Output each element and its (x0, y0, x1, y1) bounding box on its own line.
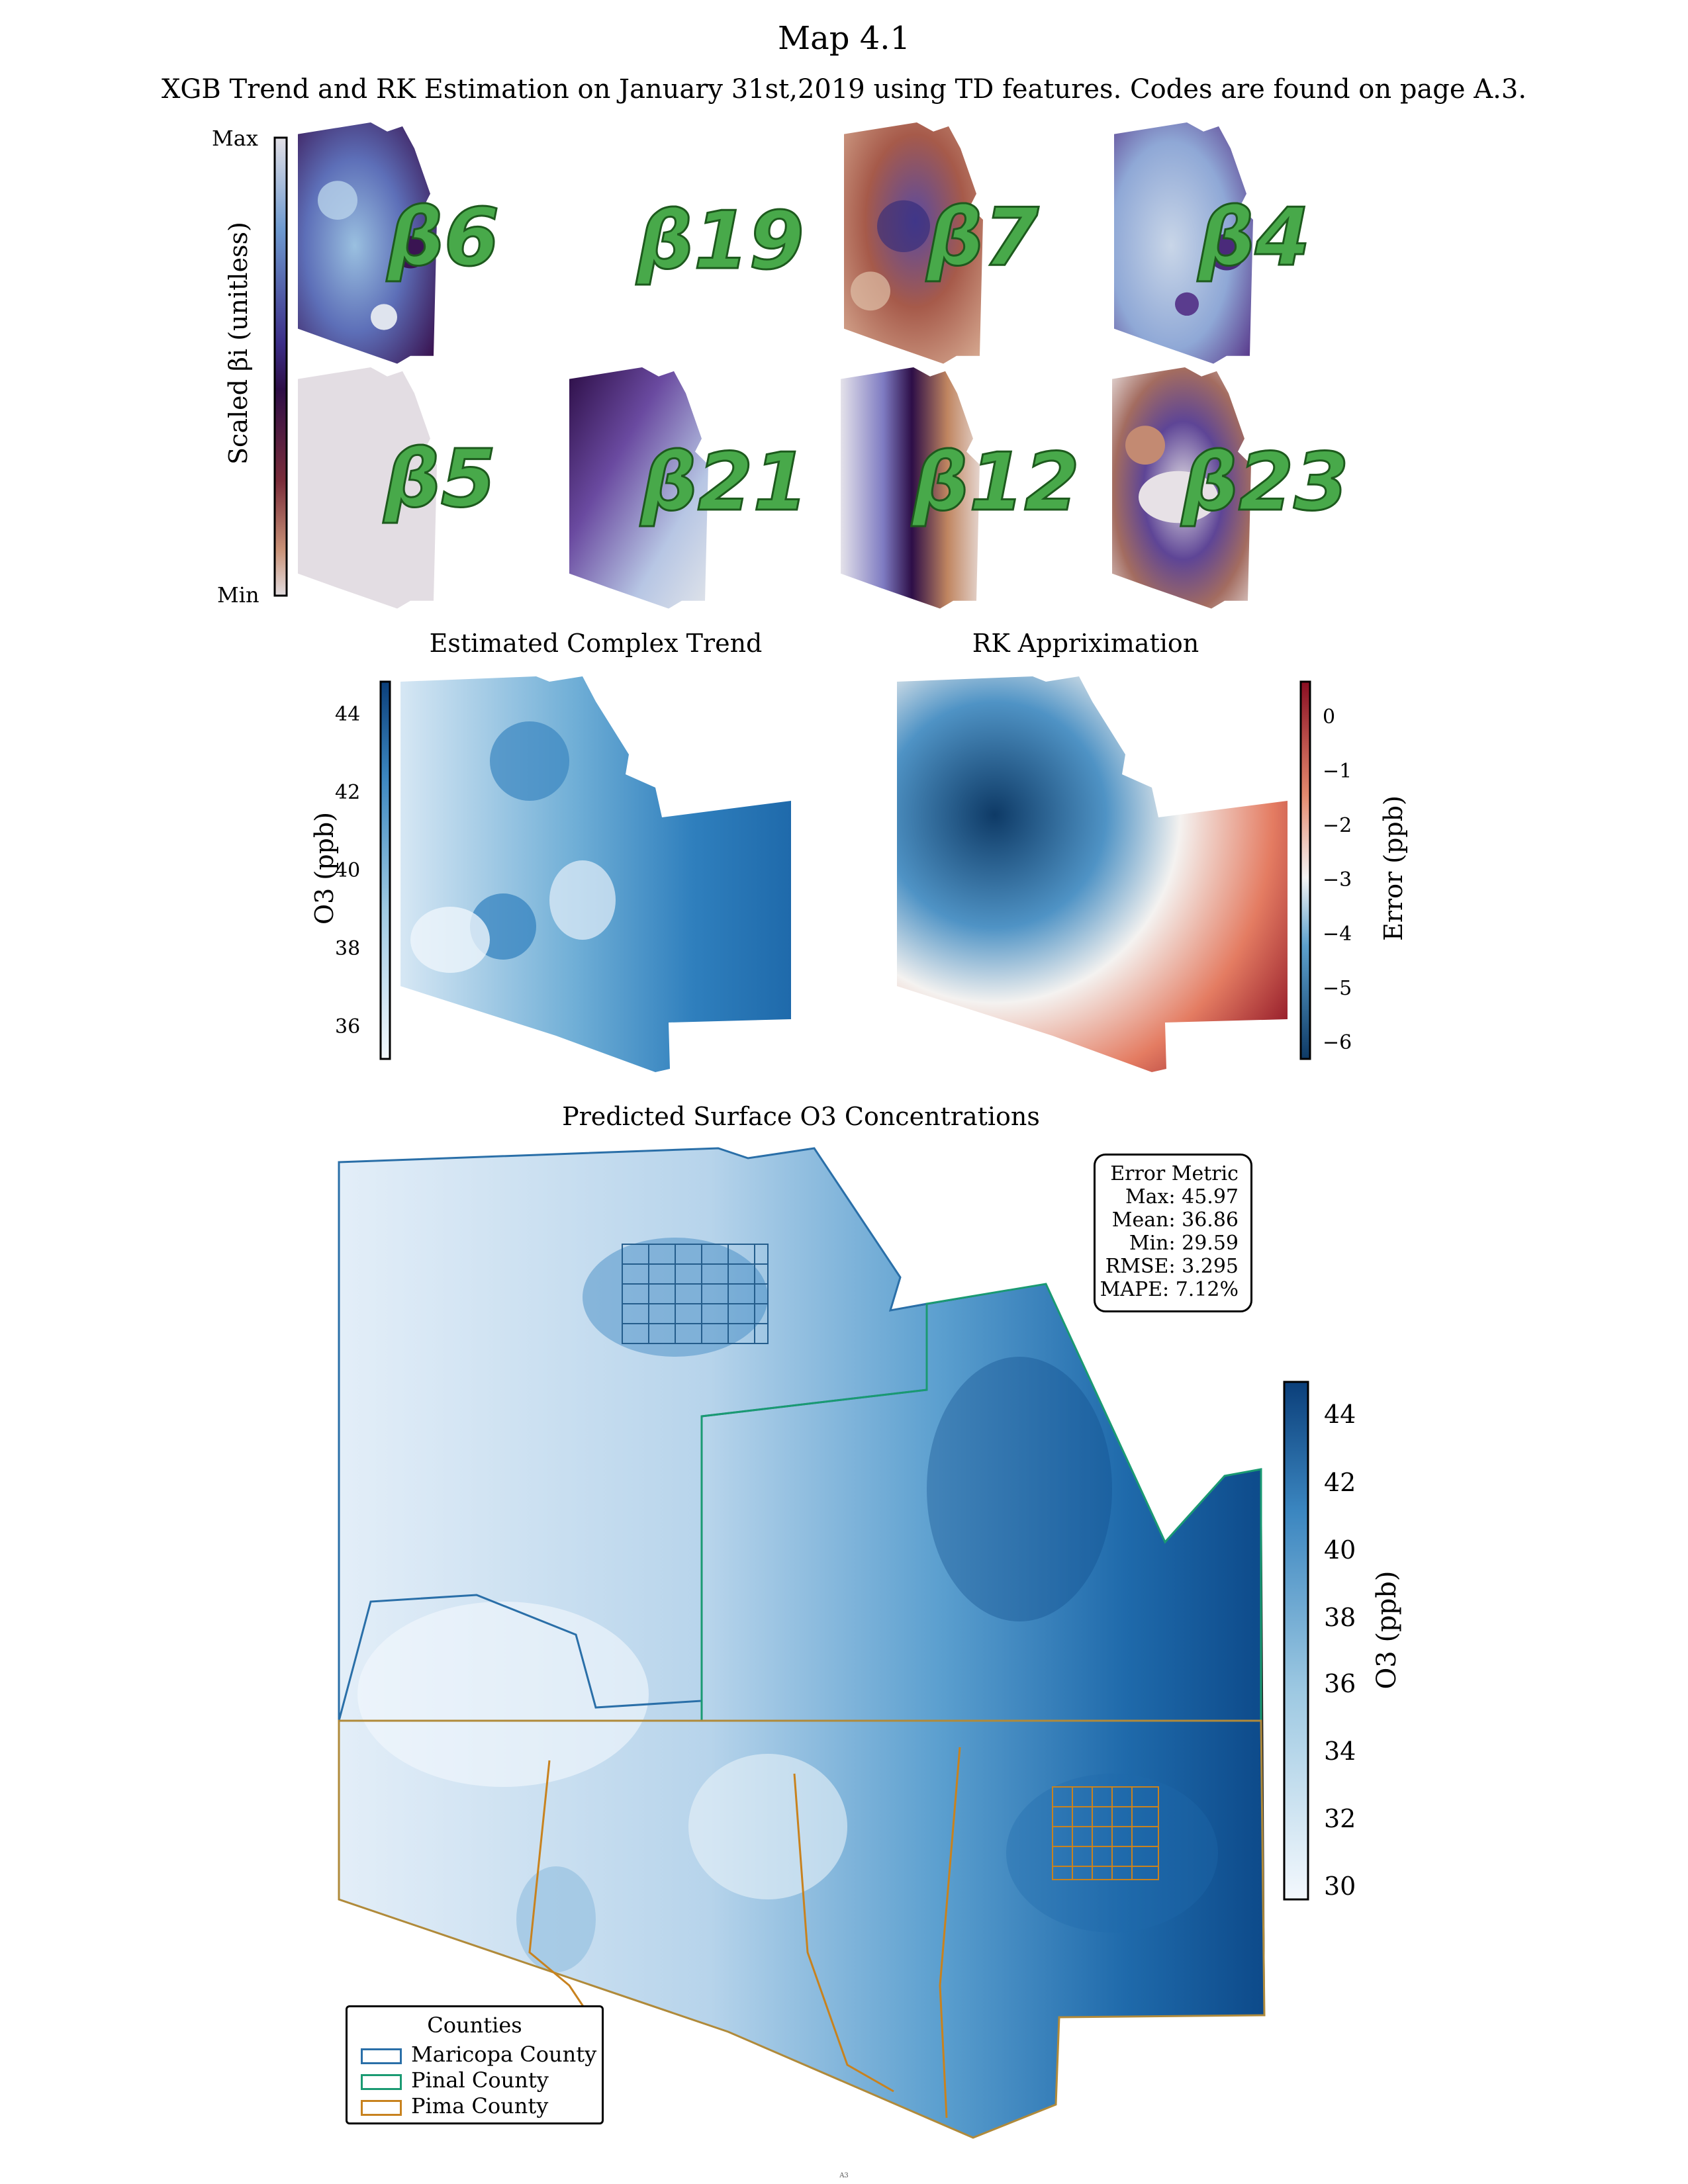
page-title: Map 4.1 (777, 20, 911, 57)
rk-tick-2: −1 (1323, 760, 1352, 783)
footer-note: A3 (839, 2172, 849, 2179)
legend-item-pima: Pima County (361, 2093, 548, 2118)
main-tick-1: 44 (1324, 1400, 1356, 1429)
trend-tick-1: 44 (335, 703, 361, 726)
main-tick-6: 34 (1324, 1737, 1356, 1766)
beta-panel-6 (569, 367, 708, 609)
pima-boundary (338, 1719, 1266, 2139)
beta-label-1: β6 (386, 191, 500, 285)
beta-label-4: β4 (1197, 191, 1311, 285)
error-metric-max: Max: 45.97 (1125, 1185, 1239, 1208)
main-tick-4: 38 (1324, 1603, 1356, 1632)
county-legend: Counties Maricopa County Pinal County Pi… (346, 2005, 604, 2124)
rk-tick-3: −2 (1323, 814, 1352, 837)
beta-panel-5 (298, 367, 437, 609)
trend-tick-3: 40 (335, 859, 361, 882)
beta-colorbar-label: Scaled βi (unitless) (224, 222, 253, 465)
rk-colorbar-label: Error (ppb) (1379, 796, 1408, 941)
beta-max-label: Max (212, 126, 258, 151)
trend-tick-2: 42 (335, 781, 361, 804)
rk-tick-5: −4 (1323, 923, 1352, 946)
main-tick-3: 40 (1324, 1535, 1356, 1565)
beta-label-5: β5 (383, 433, 496, 527)
trend-map (400, 676, 791, 1072)
beta-panel-3 (844, 122, 983, 364)
main-tick-5: 36 (1324, 1669, 1356, 1698)
main-tick-7: 32 (1324, 1804, 1356, 1833)
rk-tick-6: −5 (1323, 977, 1352, 1000)
main-map (338, 1147, 1266, 2139)
rk-map (897, 676, 1288, 1072)
beta-panel-4 (1114, 122, 1253, 364)
trend-tick-4: 38 (335, 937, 361, 960)
error-metric-box: Error Metric Max: 45.97 Mean: 36.86 Min:… (1094, 1154, 1252, 1312)
error-metric-mape: MAPE: 7.12% (1100, 1278, 1239, 1301)
beta-panel-1 (298, 122, 437, 364)
rk-colorbar (1299, 680, 1311, 1060)
rk-map-title: RK Appriximation (972, 629, 1199, 658)
error-metric-min: Min: 29.59 (1129, 1232, 1239, 1255)
rk-tick-7: −6 (1323, 1031, 1352, 1054)
beta-colorbar (273, 136, 288, 597)
main-colorbar-label: O3 (ppb) (1372, 1570, 1402, 1690)
error-metric-title: Error Metric (1110, 1162, 1239, 1185)
pima-swatch-icon (361, 2099, 402, 2116)
beta-panel-8 (1112, 367, 1251, 609)
legend-label-pinal: Pinal County (411, 2068, 549, 2093)
trend-colorbar (379, 680, 391, 1060)
beta-label-3: β7 (925, 191, 1039, 285)
page-subtitle: XGB Trend and RK Estimation on January 3… (161, 74, 1527, 105)
rk-tick-1: 0 (1323, 705, 1336, 729)
main-colorbar (1283, 1381, 1309, 1901)
tucson-grid (1052, 1786, 1159, 1880)
beta-panel-7 (841, 367, 980, 609)
phoenix-grid (622, 1244, 769, 1344)
legend-title: Counties (427, 2013, 522, 2038)
pinal-swatch-icon (361, 2073, 402, 2090)
maricopa-swatch-icon (361, 2048, 402, 2064)
legend-label-pima: Pima County (411, 2093, 549, 2118)
error-metric-rmse: RMSE: 3.295 (1105, 1255, 1239, 1278)
trend-tick-5: 36 (335, 1015, 361, 1038)
beta-label-6: β21 (640, 436, 810, 530)
trend-map-title: Estimated Complex Trend (429, 629, 763, 658)
beta-label-2: β19 (636, 195, 806, 289)
error-metric-mean: Mean: 36.86 (1111, 1208, 1239, 1232)
beta-label-7: β12 (912, 436, 1081, 530)
main-map-title: Predicted Surface O3 Concentrations (562, 1102, 1040, 1131)
main-tick-8: 30 (1324, 1872, 1356, 1901)
main-tick-2: 42 (1324, 1468, 1356, 1497)
legend-label-maricopa: Maricopa County (411, 2042, 597, 2067)
legend-item-maricopa: Maricopa County (361, 2042, 596, 2067)
beta-label-8: β23 (1181, 436, 1350, 530)
legend-item-pinal: Pinal County (361, 2068, 549, 2093)
beta-min-label: Min (217, 582, 259, 608)
rk-tick-4: −3 (1323, 868, 1352, 891)
